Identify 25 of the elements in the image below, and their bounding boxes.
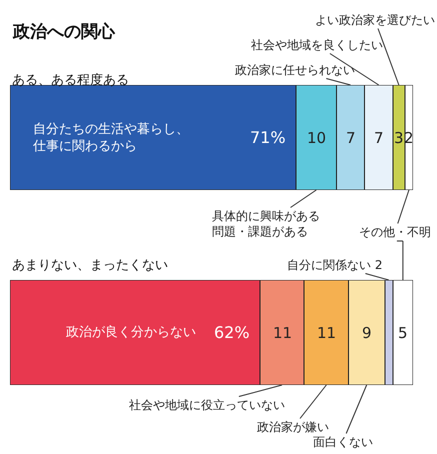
text: よい政治家を選びたい — [315, 13, 435, 27]
data-label: 62% — [214, 323, 250, 342]
data-label: 7 — [346, 129, 356, 147]
data-label: 7 — [374, 129, 384, 147]
data-label: 71% — [250, 128, 286, 147]
series-label: 政治家に任せられない — [235, 63, 355, 77]
chart-title: あまりない、まったくない — [12, 258, 168, 273]
text: 政治家が嫌い — [257, 420, 329, 434]
chart-subtitle: ある、ある程度ある — [12, 72, 129, 88]
series-label: 具体的に興味がある問題・課題がある — [212, 209, 320, 239]
text: その他・不明 — [359, 225, 431, 239]
data-label: 3 — [394, 129, 404, 147]
data-label: 5 — [398, 324, 408, 342]
text: 自分に関係ない 2 — [287, 258, 382, 272]
data-label: 10 — [307, 129, 326, 147]
series-label: 政治が良く分からない — [66, 325, 196, 340]
data-label: 11 — [317, 324, 336, 342]
series-label: 社会や地域に役立っていない — [129, 398, 285, 412]
data-label: 11 — [273, 324, 292, 342]
data-label: 2 — [404, 129, 414, 147]
data-label: 9 — [362, 324, 372, 342]
text: 社会や地域を良くしたい — [251, 38, 383, 52]
text: 面白くない — [313, 435, 373, 449]
series-label: 自分たちの生活や暮らし、仕事に関わるから — [32, 122, 189, 154]
chart-title: 政治への関心 — [12, 22, 116, 42]
